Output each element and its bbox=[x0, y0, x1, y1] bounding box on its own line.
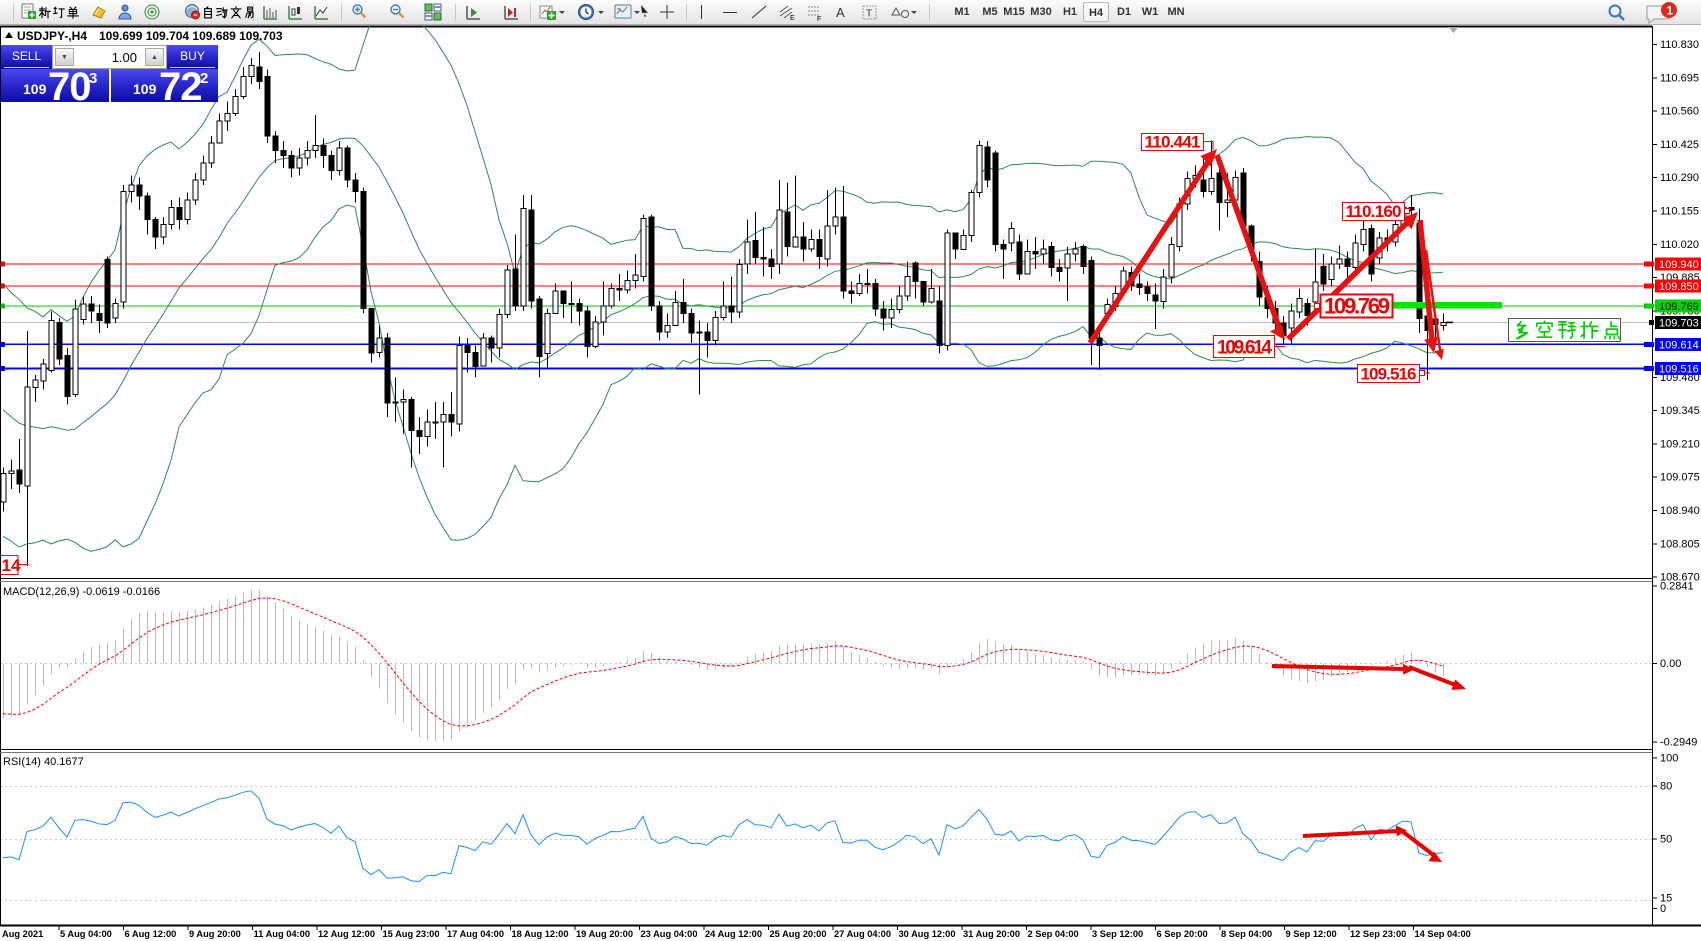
svg-text:30 Aug 12:00: 30 Aug 12:00 bbox=[899, 929, 956, 939]
svg-text:108.940: 108.940 bbox=[1660, 505, 1700, 517]
svg-text:100: 100 bbox=[1660, 753, 1678, 765]
svg-text:109.075: 109.075 bbox=[1660, 472, 1700, 484]
svg-text:E: E bbox=[790, 15, 795, 22]
svg-text:MACD(12,26,9) -0.0619 -0.0166: MACD(12,26,9) -0.0619 -0.0166 bbox=[3, 586, 160, 598]
svg-text:109.516: 109.516 bbox=[1659, 364, 1699, 376]
svg-text:80: 80 bbox=[1660, 781, 1672, 793]
svg-text:109.703: 109.703 bbox=[1659, 317, 1699, 329]
svg-text:110.155: 110.155 bbox=[1660, 206, 1699, 218]
svg-text:-0.2949: -0.2949 bbox=[1660, 737, 1697, 749]
svg-text:14: 14 bbox=[2, 556, 21, 575]
svg-text:0: 0 bbox=[1660, 903, 1666, 915]
svg-text:T: T bbox=[866, 9, 872, 20]
svg-text:109.210: 109.210 bbox=[1660, 438, 1700, 450]
svg-text:110.160: 110.160 bbox=[1346, 202, 1402, 221]
svg-text:9 Sep 12:00: 9 Sep 12:00 bbox=[1286, 929, 1337, 939]
svg-text:1: 1 bbox=[1667, 4, 1674, 18]
svg-text:109.614: 109.614 bbox=[1659, 339, 1699, 351]
svg-text:31 Aug 20:00: 31 Aug 20:00 bbox=[963, 929, 1020, 939]
svg-text:USDJPY-,H4: USDJPY-,H4 bbox=[17, 29, 87, 43]
svg-text:27 Aug 04:00: 27 Aug 04:00 bbox=[834, 929, 891, 939]
svg-text:5 Aug 04:00: 5 Aug 04:00 bbox=[60, 929, 112, 939]
svg-text:15: 15 bbox=[1660, 893, 1672, 905]
svg-text:8 Sep 04:00: 8 Sep 04:00 bbox=[1221, 929, 1272, 939]
svg-text:109.850: 109.850 bbox=[1659, 281, 1699, 293]
svg-text:109.769: 109.769 bbox=[1659, 301, 1699, 313]
svg-text:6 Sep 20:00: 6 Sep 20:00 bbox=[1157, 929, 1208, 939]
svg-text:108.805: 108.805 bbox=[1660, 538, 1700, 550]
svg-text:110.425: 110.425 bbox=[1660, 139, 1699, 151]
svg-text:0.00: 0.00 bbox=[1660, 658, 1681, 670]
svg-text:110.695: 110.695 bbox=[1660, 72, 1699, 84]
svg-text:109.345: 109.345 bbox=[1660, 405, 1700, 417]
svg-text:24 Aug 12:00: 24 Aug 12:00 bbox=[705, 929, 762, 939]
svg-text:110.020: 110.020 bbox=[1660, 239, 1699, 251]
svg-text:14 Sep 04:00: 14 Sep 04:00 bbox=[1415, 929, 1471, 939]
svg-text:12 Sep 23:00: 12 Sep 23:00 bbox=[1350, 929, 1406, 939]
svg-text:3 Sep 12:00: 3 Sep 12:00 bbox=[1092, 929, 1143, 939]
svg-text:0.2841: 0.2841 bbox=[1660, 581, 1694, 593]
svg-text:109.614: 109.614 bbox=[1217, 338, 1272, 359]
svg-text:108.670: 108.670 bbox=[1660, 572, 1700, 584]
svg-text:RSI(14) 40.1677: RSI(14) 40.1677 bbox=[3, 756, 84, 768]
svg-text:F: F bbox=[817, 16, 821, 23]
svg-text:110.830: 110.830 bbox=[1660, 39, 1699, 51]
svg-text:11 Aug 04:00: 11 Aug 04:00 bbox=[254, 929, 311, 939]
svg-text:A: A bbox=[836, 5, 845, 20]
svg-text:110.560: 110.560 bbox=[1660, 106, 1699, 118]
svg-text:15 Aug 23:00: 15 Aug 23:00 bbox=[383, 929, 440, 939]
svg-text:110.290: 110.290 bbox=[1660, 172, 1699, 184]
svg-text:9 Aug 20:00: 9 Aug 20:00 bbox=[189, 929, 241, 939]
svg-text:109.516: 109.516 bbox=[1361, 365, 1417, 384]
svg-text:18 Aug 12:00: 18 Aug 12:00 bbox=[512, 929, 569, 939]
svg-text:19 Aug 20:00: 19 Aug 20:00 bbox=[576, 929, 633, 939]
svg-text:17 Aug 04:00: 17 Aug 04:00 bbox=[447, 929, 504, 939]
svg-text:Aug 2021: Aug 2021 bbox=[2, 929, 43, 939]
svg-text:23 Aug 04:00: 23 Aug 04:00 bbox=[641, 929, 698, 939]
svg-text:50: 50 bbox=[1660, 834, 1672, 846]
svg-text:109.769: 109.769 bbox=[1324, 294, 1390, 319]
svg-text:109.699 109.704 109.689 109.70: 109.699 109.704 109.689 109.703 bbox=[99, 29, 283, 43]
svg-text:12 Aug 12:00: 12 Aug 12:00 bbox=[318, 929, 375, 939]
svg-text:2 Sep 04:00: 2 Sep 04:00 bbox=[1028, 929, 1079, 939]
svg-text:110.441: 110.441 bbox=[1145, 133, 1201, 152]
svg-text:109.940: 109.940 bbox=[1659, 259, 1699, 271]
svg-text:25 Aug 20:00: 25 Aug 20:00 bbox=[770, 929, 827, 939]
svg-text:6 Aug 12:00: 6 Aug 12:00 bbox=[125, 929, 177, 939]
